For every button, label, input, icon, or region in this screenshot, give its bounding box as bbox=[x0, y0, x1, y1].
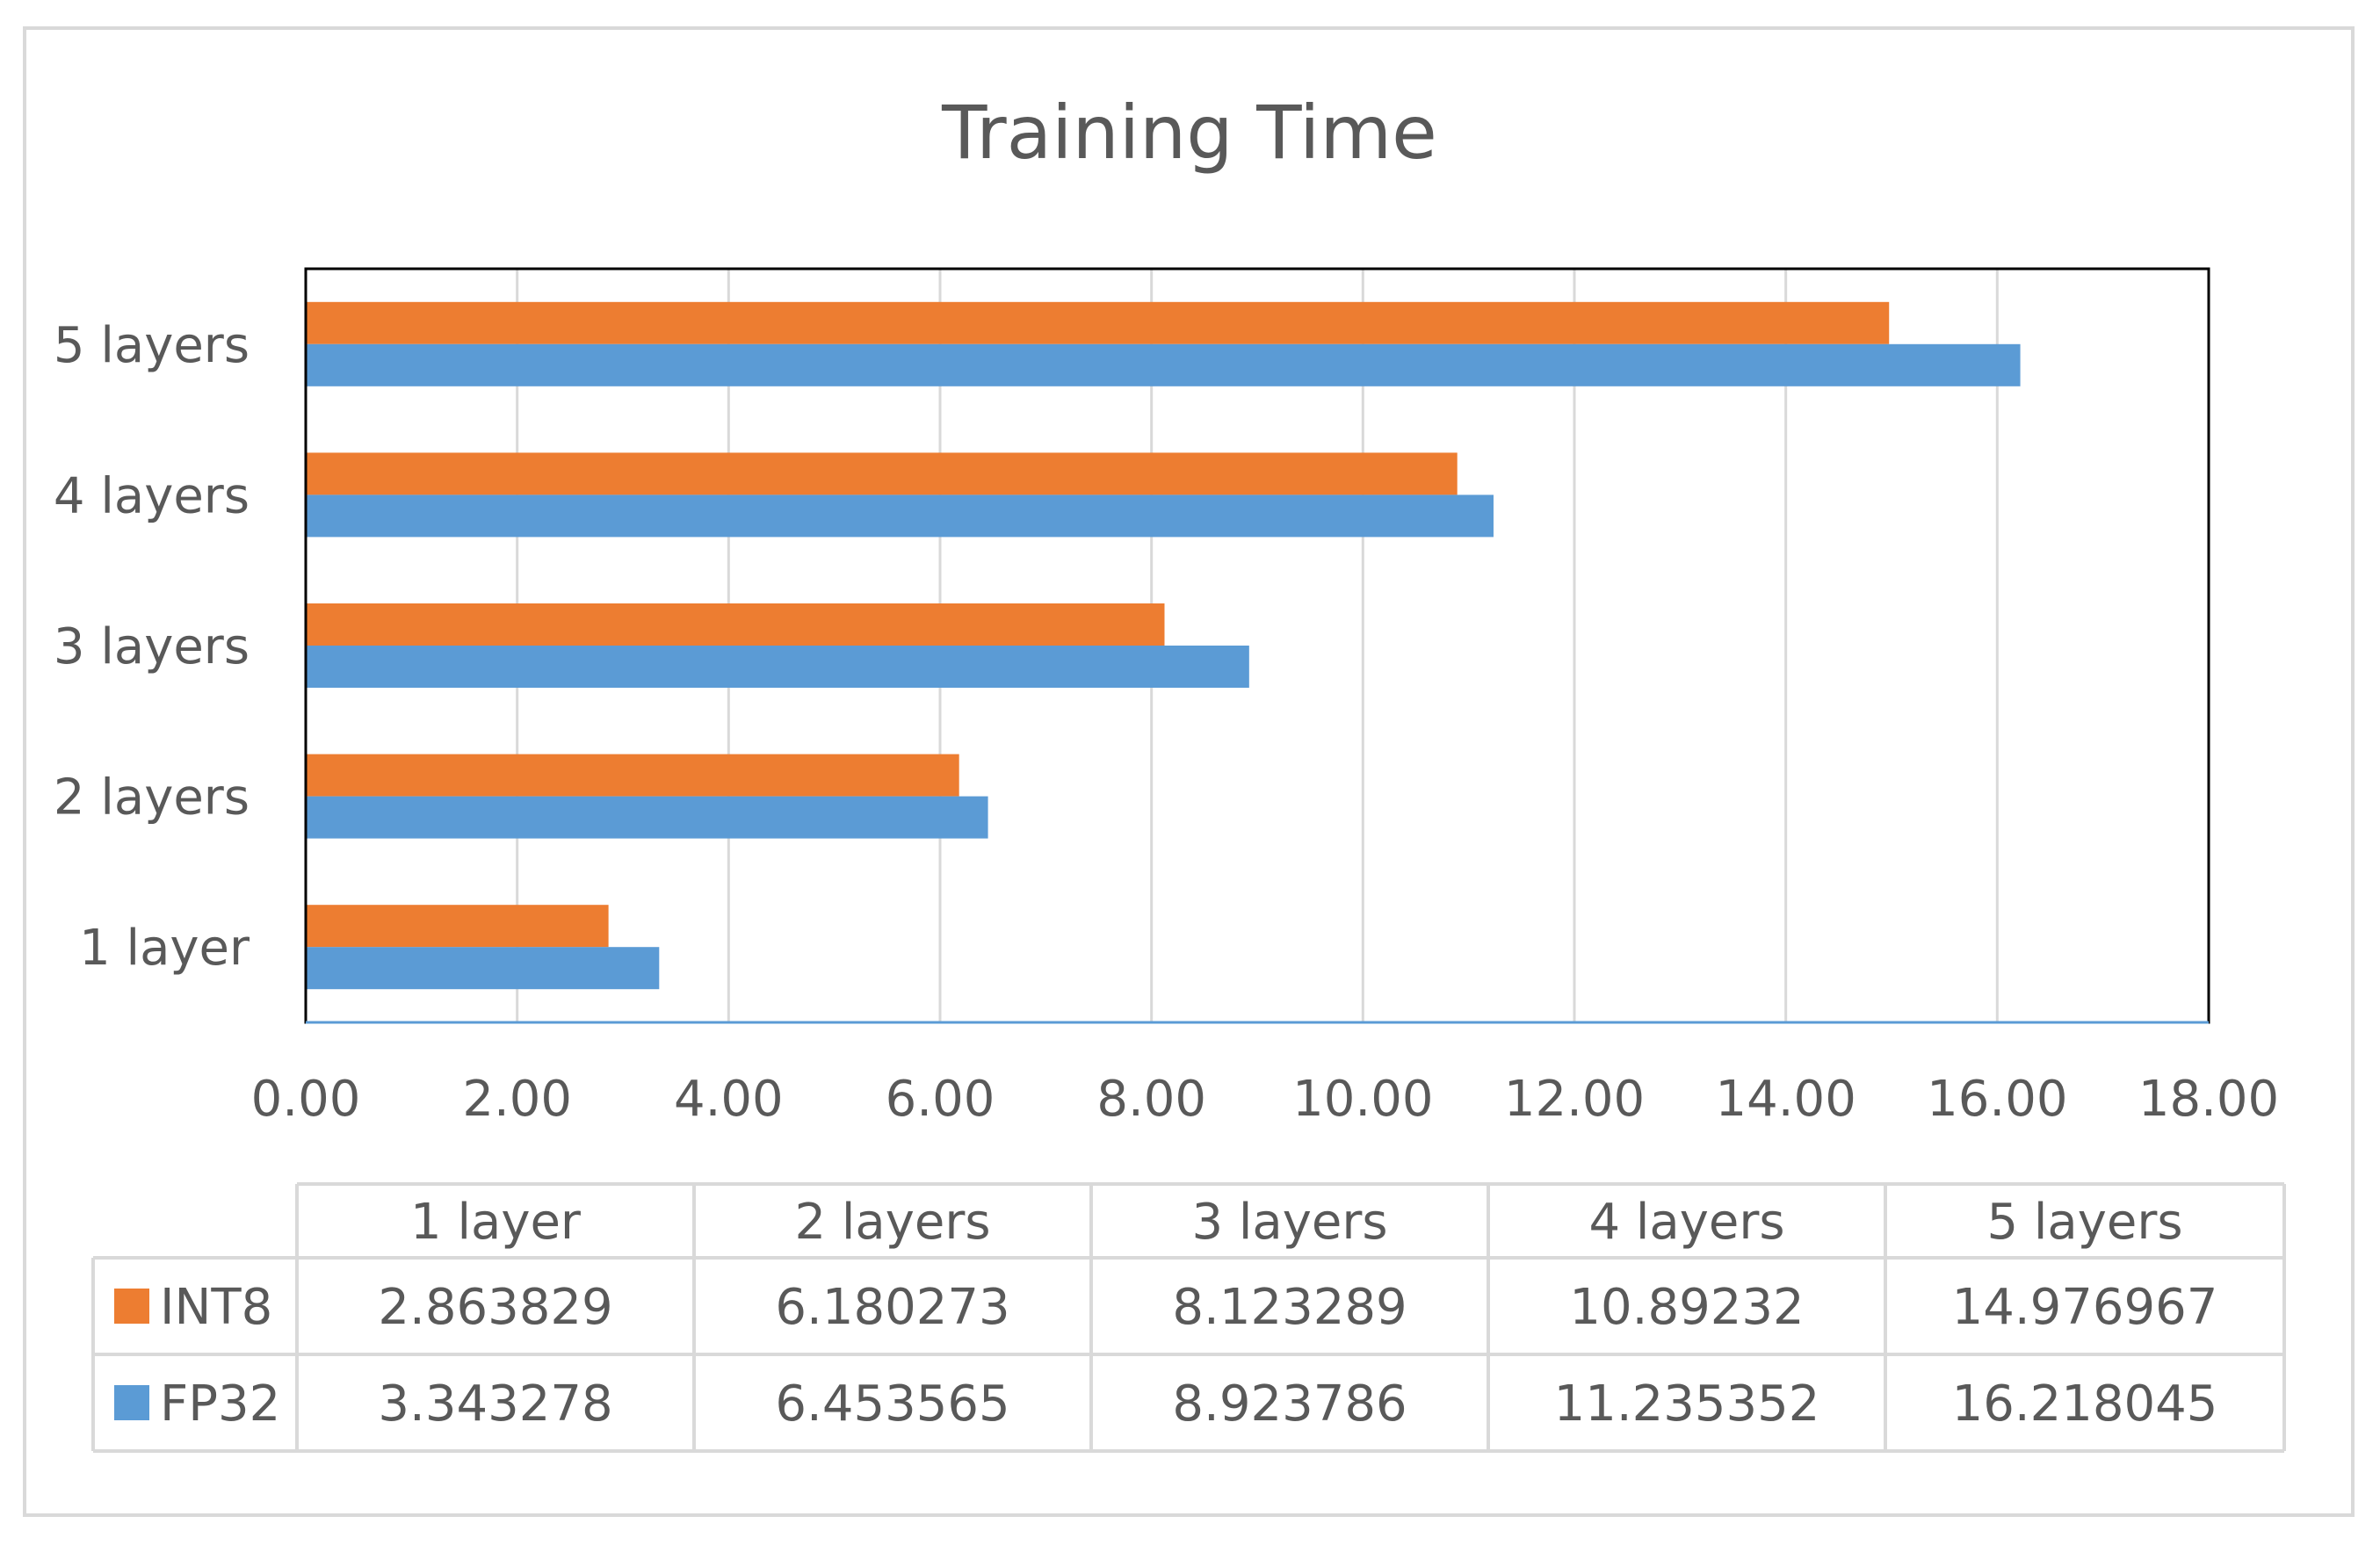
bar-fp32-5 bbox=[306, 343, 2021, 386]
x-tick-label: 12.00 bbox=[1504, 1071, 1645, 1128]
chart-title: Training Time bbox=[941, 90, 1437, 176]
category-label: 3 layers bbox=[54, 618, 250, 675]
data-table: 1 layer 2 layers 3 layers 4 layers 5 layers I… bbox=[91, 1182, 2286, 1453]
bars bbox=[306, 301, 2021, 990]
table-value-cell: 14.976967 bbox=[1952, 1279, 2218, 1336]
category-label: 4 layers bbox=[54, 467, 250, 524]
legend-label-int8: INT8 bbox=[160, 1279, 272, 1336]
bar-int8-1 bbox=[306, 905, 609, 948]
table-header-cell: 3 layers bbox=[1191, 1194, 1387, 1251]
table-value-cell: 11.235352 bbox=[1554, 1375, 1820, 1433]
bar-int8-2 bbox=[306, 754, 959, 797]
bar-int8-4 bbox=[306, 452, 1458, 495]
table-header-cell: 1 layer bbox=[410, 1194, 582, 1251]
x-tick-label: 2.00 bbox=[462, 1071, 572, 1128]
value-axis-labels: 0.00 2.00 4.00 6.00 8.00 10.00 12.00 14.00 16.00… bbox=[251, 1071, 2280, 1128]
bar-fp32-4 bbox=[306, 495, 1494, 538]
category-label: 5 layers bbox=[54, 317, 250, 374]
table-value-cell: 6.180273 bbox=[775, 1279, 1009, 1336]
gridlines bbox=[516, 269, 1999, 1022]
table-value-cell: 3.343278 bbox=[378, 1375, 612, 1433]
table-value-cell: 10.89232 bbox=[1569, 1279, 1804, 1336]
bar-fp32-3 bbox=[306, 646, 1249, 688]
category-label: 1 layer bbox=[79, 920, 250, 977]
x-tick-label: 18.00 bbox=[2138, 1071, 2279, 1128]
table-value-cell: 8.123289 bbox=[1172, 1279, 1407, 1336]
legend-key-int8 bbox=[114, 1289, 149, 1324]
x-tick-label: 8.00 bbox=[1096, 1071, 1206, 1128]
table-value-cell: 8.923786 bbox=[1172, 1375, 1407, 1433]
table-value-cell: 6.453565 bbox=[775, 1375, 1009, 1433]
table-header-cell: 2 layers bbox=[794, 1194, 990, 1251]
x-tick-label: 16.00 bbox=[1927, 1071, 2067, 1128]
table-header-cell: 4 layers bbox=[1588, 1194, 1784, 1251]
bar-fp32-2 bbox=[306, 796, 988, 839]
table-value-cell: 2.863829 bbox=[378, 1279, 612, 1336]
category-axis-labels: 1 layer 2 layers 3 layers 4 layers 5 layers bbox=[54, 317, 250, 977]
bar-fp32-1 bbox=[306, 947, 660, 990]
bar-int8-3 bbox=[306, 603, 1165, 646]
table-header-cell: 5 layers bbox=[1986, 1194, 2182, 1251]
x-tick-label: 0.00 bbox=[251, 1071, 361, 1128]
x-tick-label: 6.00 bbox=[886, 1071, 995, 1128]
table-value-cell: 16.218045 bbox=[1952, 1375, 2218, 1433]
x-tick-label: 4.00 bbox=[674, 1071, 784, 1128]
category-label: 2 layers bbox=[54, 769, 250, 827]
x-tick-label: 10.00 bbox=[1292, 1071, 1433, 1128]
legend-label-fp32: FP32 bbox=[160, 1375, 280, 1433]
bar-int8-5 bbox=[306, 301, 1890, 344]
legend-key-fp32 bbox=[114, 1385, 149, 1420]
x-tick-label: 14.00 bbox=[1716, 1071, 1856, 1128]
